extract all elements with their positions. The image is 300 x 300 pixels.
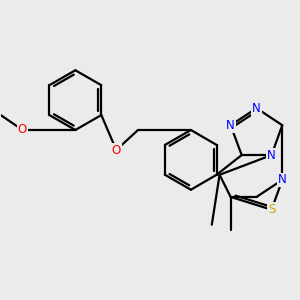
- Text: N: N: [278, 173, 287, 186]
- Text: N: N: [252, 102, 261, 115]
- Text: S: S: [268, 203, 275, 216]
- Text: N: N: [226, 119, 235, 132]
- Text: O: O: [18, 124, 27, 136]
- Text: N: N: [267, 148, 276, 162]
- Text: O: O: [112, 143, 121, 157]
